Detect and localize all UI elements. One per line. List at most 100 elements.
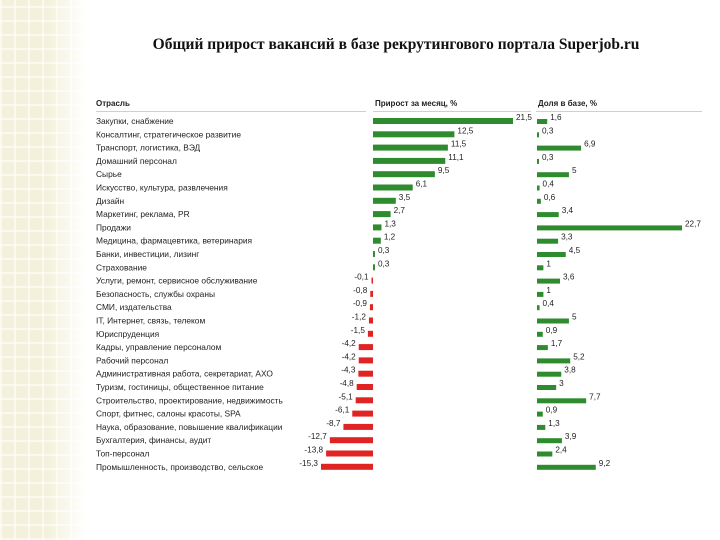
growth-value-label: -13,8 <box>304 446 323 455</box>
growth-bar <box>373 237 381 244</box>
growth-bar <box>358 370 373 377</box>
growth-bar <box>373 118 513 124</box>
growth-value-label: -0,9 <box>353 299 368 308</box>
growth-value-label: 9,5 <box>438 166 450 175</box>
category-label: Медицина, фармацевтика, ветеринария <box>96 236 252 246</box>
slide-title: Общий прирост вакансий в базе рекрутинго… <box>152 36 640 53</box>
growth-value-label: -4,2 <box>342 339 357 348</box>
share-bar <box>537 265 544 271</box>
growth-bar <box>367 330 373 337</box>
growth-value-label: 0,3 <box>378 246 390 255</box>
growth-value-label: -15,3 <box>299 459 318 468</box>
growth-bar <box>368 317 373 324</box>
growth-value-label: 21,5 <box>516 113 532 122</box>
category-label: Страхование <box>96 262 147 272</box>
growth-value-label: -4,8 <box>340 379 355 388</box>
header-rule-growth <box>373 111 531 112</box>
share-value-label: 0,9 <box>546 326 558 335</box>
share-value-label: 1 <box>546 286 551 295</box>
share-value-label: 7,7 <box>589 392 601 401</box>
growth-bar <box>358 357 373 364</box>
share-bar <box>537 278 560 284</box>
header-share: Доля в базе, % <box>538 99 597 108</box>
share-bar <box>537 331 543 337</box>
category-label: Юриспруденция <box>96 329 159 339</box>
category-label: Банки, инвестиции, лизинг <box>96 249 199 259</box>
header-rule-share <box>536 111 702 112</box>
share-value-label: 1,3 <box>548 419 560 428</box>
growth-value-label: -4,3 <box>341 366 356 375</box>
growth-value-label: -12,7 <box>308 432 327 441</box>
growth-value-label: -6,1 <box>335 406 350 415</box>
growth-value-label: -1,2 <box>352 313 367 322</box>
growth-bar <box>352 410 373 417</box>
share-bar <box>537 198 541 204</box>
category-label: Домашний персонал <box>96 156 177 166</box>
share-value-label: 5 <box>572 166 577 175</box>
share-bar <box>537 225 682 231</box>
growth-value-label: 11,5 <box>451 140 467 149</box>
share-bar <box>537 132 539 138</box>
share-value-label: 3,6 <box>563 273 575 282</box>
growth-bar <box>329 437 373 444</box>
growth-value-label: 2,7 <box>394 206 406 215</box>
share-bar <box>537 291 544 297</box>
share-bar <box>537 158 539 164</box>
growth-bar <box>373 224 382 231</box>
category-label: Маркетинг, реклама, PR <box>96 209 190 219</box>
share-value-label: 9,2 <box>599 459 611 468</box>
share-bar <box>537 358 571 364</box>
category-label: Рабочий персонал <box>96 355 168 365</box>
category-label: Наука, образование, повышение квалификац… <box>96 422 283 432</box>
category-label: Спорт, фитнес, салоны красоты, SPA <box>96 409 241 419</box>
growth-value-label: 3,5 <box>399 193 411 202</box>
share-value-label: 0,9 <box>546 406 558 415</box>
growth-bar <box>373 251 375 257</box>
share-value-label: 5,2 <box>573 352 585 361</box>
growth-bar <box>373 144 448 151</box>
share-bar <box>537 371 562 377</box>
decorative-side-pattern <box>0 0 86 540</box>
growth-bar <box>373 131 455 138</box>
category-label: Строительство, проектирование, недвижимо… <box>96 395 283 405</box>
category-label: Кадры, управление персоналом <box>96 342 222 352</box>
growth-bar <box>373 197 396 204</box>
growth-bar <box>373 184 413 191</box>
category-label: Административная работа, секретариат, АХ… <box>96 369 273 379</box>
share-value-label: 1 <box>546 259 551 268</box>
share-bar <box>537 385 557 390</box>
growth-value-label: -5,1 <box>339 392 354 401</box>
share-value-label: 0,3 <box>542 153 554 162</box>
growth-bar <box>326 450 373 457</box>
category-label: СМИ, издательства <box>96 302 172 312</box>
category-label: Дизайн <box>96 196 125 206</box>
share-bar <box>537 424 546 430</box>
share-value-label: 1,7 <box>551 339 563 348</box>
growth-bar <box>373 211 391 218</box>
share-bar <box>537 411 543 417</box>
category-label: IT, Интернет, связь, телеком <box>96 316 205 326</box>
growth-bar <box>321 463 373 470</box>
share-value-label: 3,9 <box>565 432 577 441</box>
category-label: Транспорт, логистика, ВЭД <box>96 143 201 153</box>
growth-value-label: -0,8 <box>353 286 368 295</box>
category-label: Искусство, культура, развлечения <box>96 183 228 193</box>
share-value-label: 1,6 <box>550 113 562 122</box>
share-bar <box>537 345 548 351</box>
growth-value-label: -4,2 <box>342 352 357 361</box>
category-label: Бухгалтерия, финансы, аудит <box>96 435 211 445</box>
share-bar <box>537 464 596 470</box>
category-label: Туризм, гостиницы, общественное питание <box>96 382 264 392</box>
growth-bar <box>373 157 446 164</box>
category-label: Топ-персонал <box>96 449 150 459</box>
category-label: Сырье <box>96 169 122 179</box>
share-bar <box>537 145 582 151</box>
growth-value-label: 6,1 <box>416 180 428 189</box>
growth-bar <box>370 290 373 297</box>
share-value-label: 3,4 <box>562 206 574 215</box>
share-bar <box>537 318 569 324</box>
category-label: Промышленность, производство, сельское <box>96 462 264 472</box>
header-growth: Прирост за месяц, % <box>375 99 458 108</box>
growth-value-label: 1,3 <box>384 219 396 228</box>
